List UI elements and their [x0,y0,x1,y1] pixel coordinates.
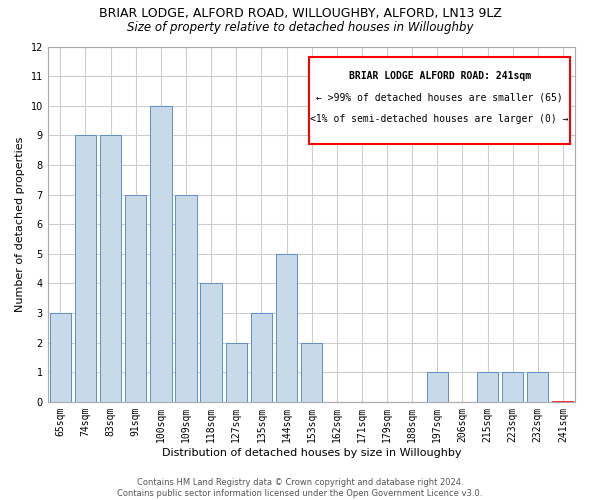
Bar [150,106,172,402]
Text: ← >99% of detached houses are smaller (65): ← >99% of detached houses are smaller (6… [316,92,563,102]
Text: BRIAR LODGE, ALFORD ROAD, WILLOUGHBY, ALFORD, LN13 9LZ: BRIAR LODGE, ALFORD ROAD, WILLOUGHBY, AL… [98,8,502,20]
Text: <1% of semi-detached houses are larger (0) →: <1% of semi-detached houses are larger (… [310,114,569,124]
Bar [502,372,523,402]
FancyBboxPatch shape [309,57,570,144]
Bar [50,313,71,402]
Bar [75,136,96,402]
Bar [200,284,222,402]
Bar [175,194,197,402]
X-axis label: Distribution of detached houses by size in Willoughby: Distribution of detached houses by size … [162,448,461,458]
Text: Contains HM Land Registry data © Crown copyright and database right 2024.
Contai: Contains HM Land Registry data © Crown c… [118,478,482,498]
Bar [427,372,448,402]
Bar [301,342,322,402]
Text: BRIAR LODGE ALFORD ROAD: 241sqm: BRIAR LODGE ALFORD ROAD: 241sqm [349,72,530,82]
Bar [226,342,247,402]
Bar [251,313,272,402]
Bar [100,136,121,402]
Bar [477,372,498,402]
Bar [527,372,548,402]
Bar [276,254,297,402]
Bar [125,194,146,402]
Y-axis label: Number of detached properties: Number of detached properties [15,136,25,312]
Text: Size of property relative to detached houses in Willoughby: Size of property relative to detached ho… [127,21,473,34]
